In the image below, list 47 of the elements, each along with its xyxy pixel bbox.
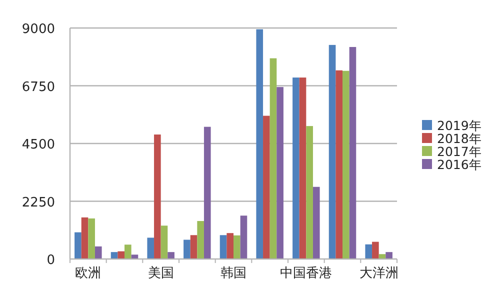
x-tick-label: 大洋洲: [359, 266, 398, 281]
bar: [328, 44, 336, 259]
bar: [81, 217, 88, 259]
legend-label: 2018年: [437, 131, 482, 146]
bar: [226, 233, 234, 259]
bar: [160, 226, 168, 259]
legend-label: 2017年: [437, 144, 482, 159]
bar: [88, 218, 95, 259]
x-tick-label: 中国香港: [280, 266, 332, 281]
bar: [154, 134, 161, 259]
bar: [124, 244, 132, 259]
bar: [342, 70, 350, 259]
legend-label: 2016年: [437, 157, 482, 172]
bar: [184, 240, 190, 259]
x-tick-label: 韩国: [220, 266, 246, 281]
bar: [256, 29, 264, 259]
bar: [204, 126, 211, 259]
bar: [168, 252, 174, 259]
y-tick-label: 6750: [22, 80, 55, 95]
bar: [240, 216, 248, 259]
legend-label: 2019年: [437, 118, 482, 133]
bar: [94, 246, 102, 259]
bar: [306, 126, 313, 259]
y-tick-label: 9000: [22, 22, 55, 37]
bar: [292, 78, 300, 259]
bar: [365, 244, 372, 259]
bar: [336, 70, 342, 259]
y-tick-label: 4500: [22, 138, 55, 152]
bar: [147, 238, 154, 259]
y-tick-label: 2250: [22, 195, 55, 210]
bar: [276, 87, 284, 259]
bar: [220, 235, 227, 259]
bar: [118, 251, 124, 259]
bar: [312, 186, 320, 259]
bar: [349, 46, 356, 259]
bar: [372, 242, 379, 259]
x-tick-label: 美国: [148, 265, 174, 281]
bar: [299, 78, 306, 259]
bar: [197, 221, 204, 259]
bar: [74, 232, 82, 259]
bar: [263, 116, 270, 259]
bar: [190, 235, 198, 259]
bar: [386, 252, 392, 259]
bar: [270, 58, 277, 259]
y-tick-label: 0: [46, 253, 55, 268]
bar: [234, 235, 240, 259]
x-tick-label: 欧洲: [75, 266, 102, 281]
